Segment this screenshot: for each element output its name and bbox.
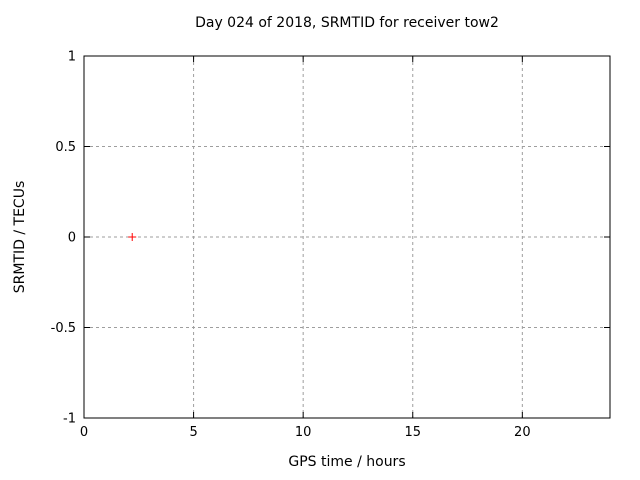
chart-title: Day 024 of 2018, SRMTID for receiver tow…	[195, 15, 499, 31]
x-axis-label: GPS time / hours	[288, 454, 406, 470]
x-tick-label: 15	[404, 425, 421, 440]
y-tick-label: 0.5	[55, 140, 76, 155]
y-tick-label: -0.5	[51, 321, 76, 336]
y-tick-label: 1	[68, 50, 76, 65]
x-tick-label: 0	[80, 425, 88, 440]
y-tick-label: 0	[68, 231, 76, 246]
y-tick-label: -1	[63, 412, 76, 427]
x-tick-label: 20	[514, 425, 531, 440]
x-tick-label: 5	[189, 425, 197, 440]
x-tick-label: 10	[295, 425, 312, 440]
plot-border	[83, 55, 611, 419]
